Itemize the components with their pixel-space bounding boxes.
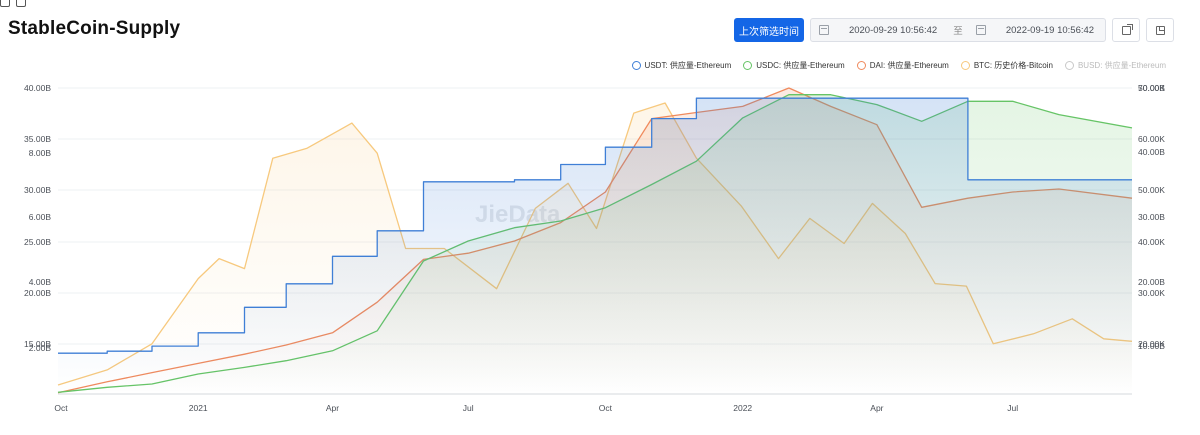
right-axis-tick-label: 40.00K [1138,237,1165,247]
share-icon [1121,23,1133,35]
left-axis-tick-label: 20.00B [24,288,51,298]
left-axis-tick-label: 4.00B [29,277,52,287]
legend-marker-icon [960,60,970,70]
legend-item[interactable]: DAI: 供应量-Ethereum [856,60,949,71]
legend-label: DAI: 供应量-Ethereum [869,60,949,70]
right-axis-tick-label: 60.00K [1138,134,1165,144]
back-icon [16,0,26,7]
x-tick-label: 2022 [733,403,752,413]
last-filter-time-button[interactable]: 上次筛选时间 [734,18,804,42]
left-axis-tick-label: 8.00B [29,148,52,158]
legend-item[interactable]: USDT: 供应量-Ethereum [631,60,732,71]
left-axis-tick-label: 40.00B [24,83,51,93]
right-axis-tick-label: 50.00B [1138,83,1165,93]
right-axis-tick-label: 30.00K [1138,288,1165,298]
chart-legend: USDT: 供应量-Ethereum USDC: 供应量-Ethereum DAI:… [631,59,1166,71]
legend-item[interactable]: BUSD: 供应量-Ethereum [1064,60,1166,71]
legend-item[interactable]: USDC: 供应量-Ethereum [743,60,845,71]
left-axis-tick-label: 2.00B [29,343,52,353]
right-axis-tick-label: 40.00B [1138,147,1165,157]
left-axis-tick-label: 35.00B [24,134,51,144]
left-axis-tick-label: 30.00B [24,185,51,195]
series-line [58,97,1132,354]
right-axis-tick-label: 10.00B [1138,341,1165,351]
x-tick-label: Jul [1007,403,1018,413]
save-icon [1155,25,1165,35]
calendar-icon [975,25,986,35]
left-axis-tick-label: 6.00B [29,212,52,222]
right-axis-tick-label: 70.00K [1138,83,1165,93]
top-toolbar-icons [0,0,40,7]
left-axis-tick-label: 25.00B [24,237,51,247]
calendar-icon [819,25,829,35]
series-area [58,98,1132,394]
left-axis-tick-label: 15.00B [24,339,51,349]
stablecoin-supply-chart: JieDataOct2021AprJulOct2022AprJul40.00B3… [24,83,1165,413]
legend-marker-icon [856,60,866,70]
chart-area: JieDataOct2021AprJulOct2022AprJul40.00B3… [0,72,1200,435]
share-button[interactable] [1112,18,1140,42]
date-start-input[interactable]: 2020-09-29 10:56:42 [848,24,938,36]
date-separator: 至 [953,26,963,37]
menu-icon [0,0,10,7]
legend-marker-icon [1064,60,1074,70]
date-end-input[interactable]: 2022-09-19 10:56:42 [1005,24,1095,36]
legend-label: BTC: 历史价格-Bitcoin [973,60,1053,70]
right-axis-tick-label: 50.00K [1138,185,1165,195]
legend-marker-icon [631,60,641,70]
x-tick-label: 2021 [189,403,208,413]
x-tick-label: Jul [463,403,474,413]
x-tick-label: Oct [54,403,68,413]
legend-label: BUSD: 供应量-Ethereum [1077,60,1166,70]
right-axis-tick-label: 30.00B [1138,212,1165,222]
x-tick-label: Apr [870,403,883,413]
legend-label: USDC: 供应量-Ethereum [756,60,845,70]
legend-label: USDT: 供应量-Ethereum [644,60,732,70]
right-axis-tick-label: 20.00B [1138,277,1165,287]
x-tick-label: Oct [599,403,613,413]
x-tick-label: Apr [326,403,339,413]
date-range-picker[interactable]: 2020-09-29 10:56:42 至 2022-09-19 10:56:4… [810,18,1106,42]
legend-item[interactable]: BTC: 历史价格-Bitcoin [960,60,1053,71]
save-image-button[interactable] [1146,18,1174,42]
legend-marker-icon [743,60,753,70]
right-axis-tick-label: 20.00K [1138,339,1165,349]
page-title: StableCoin-Supply [8,18,181,39]
